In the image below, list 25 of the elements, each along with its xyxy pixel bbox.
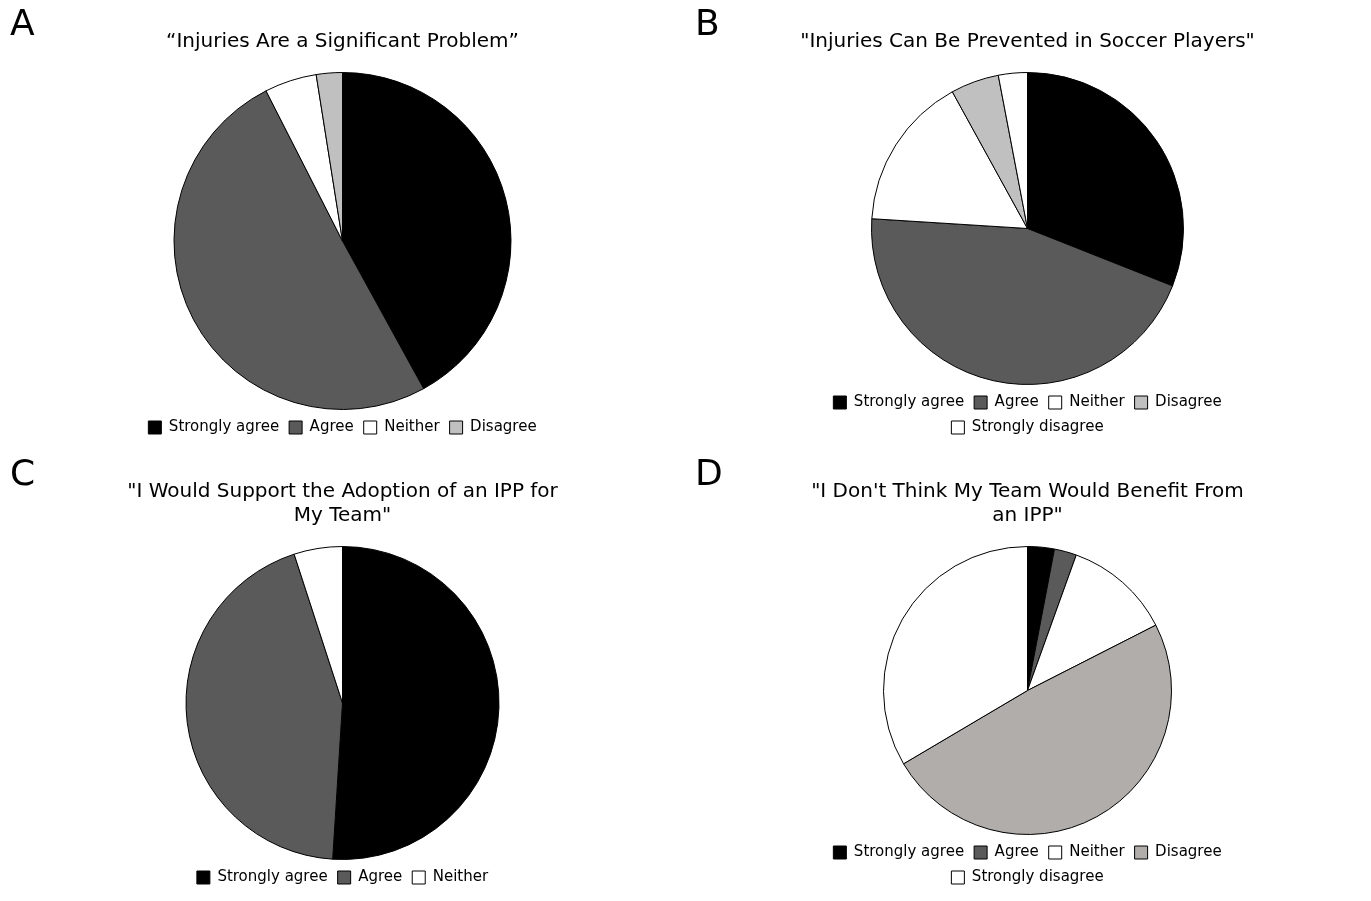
legend-label: Neither — [432, 867, 489, 886]
legend-label: Strongly agree — [168, 417, 280, 436]
text: C — [10, 452, 36, 494]
legend-label: Neither — [1069, 842, 1126, 861]
legend-label: Disagree — [1155, 842, 1222, 861]
legend-label: Disagree — [470, 417, 537, 436]
text: D — [695, 452, 723, 494]
legend-label: Agree — [309, 417, 354, 436]
legend-label: Neither — [1069, 392, 1126, 411]
legend-label: Strongly agree — [217, 867, 328, 886]
legend-label: Strongly agree — [853, 842, 965, 861]
legend-label: Strongly disagree — [971, 417, 1104, 436]
text: B — [695, 2, 720, 44]
legend-label: Strongly agree — [853, 392, 965, 411]
legend-label: Neither — [384, 417, 441, 436]
legend-label: Agree — [994, 392, 1039, 411]
chart-title: “Injuries Are a Significant Problem” — [166, 28, 519, 53]
chart-title: "I Don't Think My Team Would Benefit From an IPP" — [811, 478, 1244, 527]
legend-label: Agree — [994, 842, 1039, 861]
chart-title: "Injuries Can Be Prevented in Soccer Players" — [800, 28, 1255, 53]
chart-title: "I Would Support the Adoption of an IPP for My Team" — [127, 478, 559, 527]
legend-label: Disagree — [1155, 392, 1222, 411]
legend-label: Agree — [358, 867, 403, 886]
text: A — [10, 2, 35, 44]
legend-label: Strongly disagree — [971, 867, 1104, 886]
